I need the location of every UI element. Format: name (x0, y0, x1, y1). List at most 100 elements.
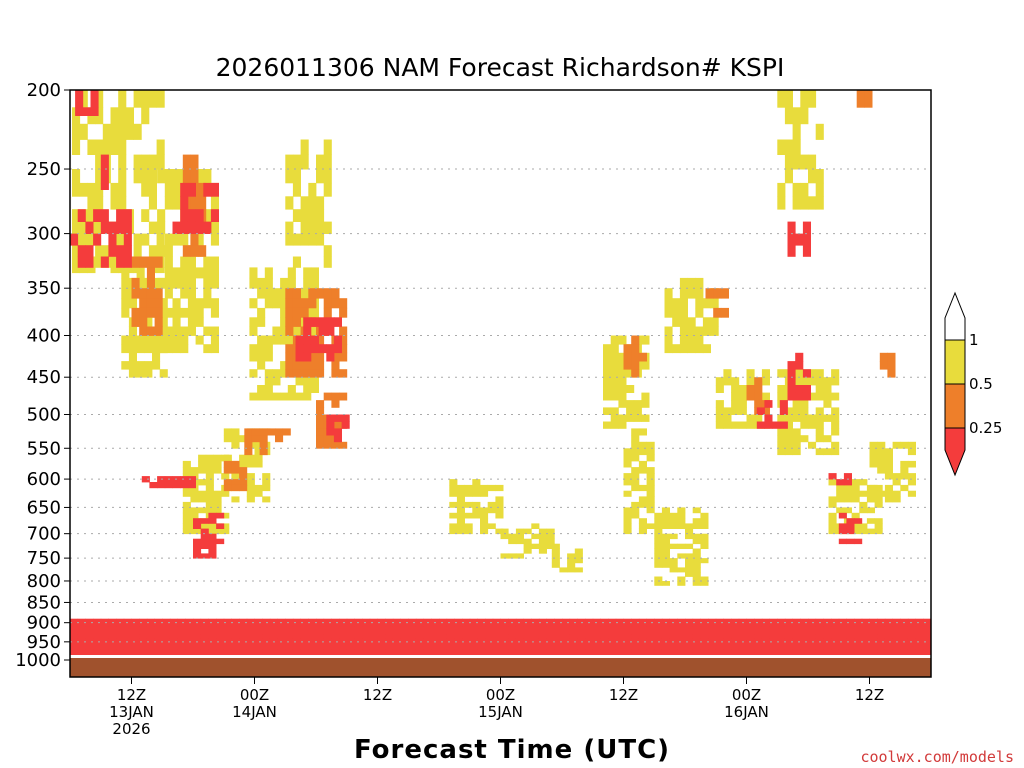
heatmap-cell (646, 618, 655, 624)
heatmap-cell (828, 501, 837, 508)
heatmap-cell (562, 626, 571, 631)
heatmap-cell (859, 501, 868, 508)
heatmap-cell (169, 649, 178, 654)
heatmap-cell (292, 169, 301, 184)
heatmap-cell (846, 641, 855, 646)
heatmap-cell (569, 641, 578, 646)
heatmap-cell (838, 523, 847, 529)
heatmap-cell (800, 645, 809, 650)
heatmap-cell (472, 512, 481, 519)
heatmap-cell (843, 507, 852, 514)
heatmap-cell (854, 649, 863, 654)
heatmap-cell (369, 626, 378, 631)
heatmap-cell (664, 344, 673, 354)
heatmap-cell (654, 523, 663, 529)
heatmap-cell (669, 626, 678, 631)
heatmap-cell (523, 528, 532, 535)
heatmap-cell (915, 638, 924, 643)
heatmap-cell (154, 652, 163, 655)
heatmap-cell (182, 507, 191, 514)
heatmap-cell (769, 638, 778, 643)
heatmap-cell (246, 652, 255, 655)
heatmap-cell (538, 528, 547, 535)
heatmap-cell (828, 479, 837, 486)
heatmap-cell (746, 641, 755, 646)
heatmap-cell (869, 634, 878, 639)
heatmap-cell (603, 361, 612, 370)
y-tick-label: 700 (27, 524, 61, 545)
heatmap-cell (408, 641, 417, 646)
y-tick-label: 600 (27, 469, 61, 490)
x-tick-label: 12Z (117, 686, 146, 704)
heatmap-cell (515, 649, 524, 654)
heatmap-cell (446, 630, 455, 635)
heatmap-cell (784, 634, 793, 639)
heatmap-cell (784, 630, 793, 635)
x-tick-label: 12Z (609, 686, 638, 704)
heatmap-cell (249, 277, 258, 289)
heatmap-cell (892, 473, 901, 480)
heatmap-cell (900, 460, 909, 468)
heatmap-cell (182, 154, 191, 170)
heatmap-cell (182, 169, 191, 184)
heatmap-cell (692, 645, 701, 650)
heatmap-cell (308, 352, 317, 362)
heatmap-cell (415, 649, 424, 654)
heatmap-cell (162, 622, 171, 627)
heatmap-cell (152, 361, 161, 370)
heatmap-cell (280, 392, 289, 401)
heatmap-cell (198, 245, 207, 257)
heatmap-cell (884, 626, 893, 631)
heatmap-cell (354, 638, 363, 643)
heatmap-cell (159, 307, 168, 318)
heatmap-cell (828, 518, 837, 524)
heatmap-cell (292, 641, 301, 646)
heatmap-cell (72, 139, 81, 155)
heatmap-cell (100, 182, 109, 190)
heatmap-cell (764, 421, 773, 429)
heatmap-cell (446, 622, 455, 627)
heatmap-cell (431, 638, 440, 643)
heatmap-cell (854, 645, 863, 650)
heatmap-cell (331, 400, 340, 408)
heatmap-cell (200, 543, 209, 549)
heatmap-cell (495, 496, 504, 503)
heatmap-cell (838, 626, 847, 631)
heatmap-cell (808, 90, 817, 108)
heatmap-cell (792, 622, 801, 627)
heatmap-cell (892, 441, 901, 449)
heatmap-cell (638, 501, 647, 508)
heatmap-cell (431, 630, 440, 635)
heatmap-cell (164, 196, 173, 210)
credit-text: coolwx.com/models (860, 748, 1014, 766)
heatmap-cell (646, 454, 655, 462)
heatmap-cell (118, 107, 127, 125)
heatmap-cell (169, 652, 178, 655)
heatmap-cell (551, 558, 560, 564)
x-tick-label: 2026 (112, 720, 150, 738)
heatmap-cell (715, 622, 724, 627)
heatmap-cell (761, 622, 770, 627)
heatmap-cell (746, 649, 755, 654)
heatmap-cell (287, 385, 296, 393)
heatmap-cell (423, 652, 432, 655)
heatmap-cell (354, 641, 363, 646)
heatmap-cell (303, 326, 312, 336)
heatmap-cell (454, 645, 463, 650)
heatmap-cell (795, 352, 804, 362)
heatmap-cell (251, 428, 260, 436)
heatmap-cell (515, 634, 524, 639)
heatmap-cell (672, 307, 681, 318)
heatmap-cell (877, 467, 886, 474)
heatmap-cell (162, 638, 171, 643)
heatmap-cell (854, 634, 863, 639)
heatmap-cell (823, 414, 832, 422)
heatmap-cell (738, 392, 747, 401)
heatmap-cell (854, 641, 863, 646)
heatmap-cell (85, 630, 94, 635)
heatmap-cell (164, 256, 173, 268)
heatmap-cell (654, 548, 663, 554)
heatmap-cell (661, 641, 670, 646)
heatmap-cell (492, 638, 501, 643)
heatmap-cell (669, 543, 678, 549)
